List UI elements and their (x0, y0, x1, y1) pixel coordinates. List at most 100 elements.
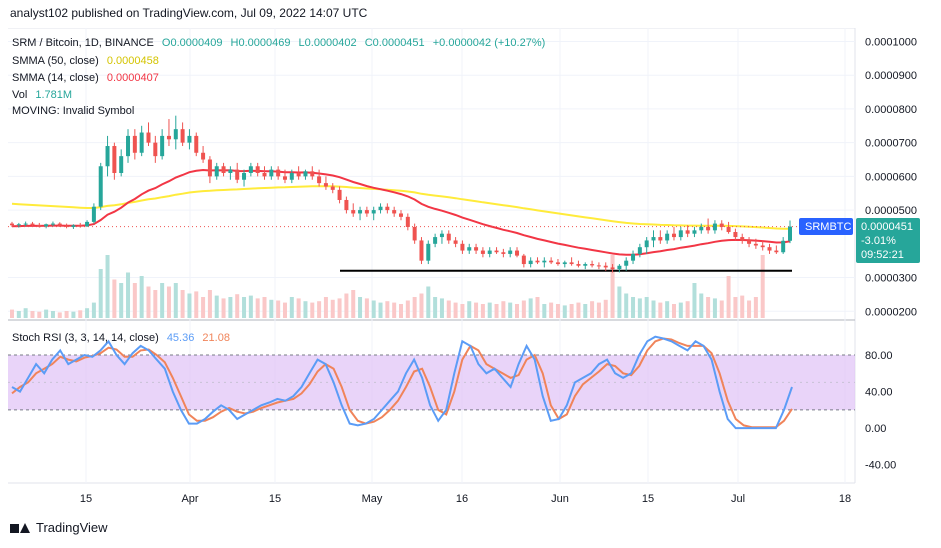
volume-bar (160, 283, 165, 318)
stoch-band (8, 355, 855, 410)
candle-body (596, 265, 601, 267)
volume-bar (282, 302, 287, 318)
candle-body (173, 129, 178, 140)
legend-close: C0.0000451 (365, 37, 425, 49)
volume-bar (399, 304, 403, 318)
candle-body (788, 226, 792, 241)
candle-body (289, 173, 294, 180)
volume-bar (248, 295, 253, 318)
axis-layer: 0.0001000 0.0000900 0.0000800 0.0000700 0.00… (80, 36, 917, 505)
candle-body (706, 226, 711, 231)
volume-bar (23, 308, 28, 318)
candle-body (767, 247, 772, 251)
volume-bar (474, 302, 479, 318)
candle-body (64, 225, 69, 227)
legend-sma14-value: 0.0000407 (107, 72, 159, 84)
smma-50-line (11, 185, 790, 230)
price-axis-label: 0.0000900 (865, 70, 917, 82)
time-axis-label: May (362, 493, 383, 505)
volume-bar (242, 297, 247, 318)
candle-body (71, 225, 76, 227)
volume-bar (194, 291, 199, 318)
volume-bar (658, 302, 663, 318)
candle-body (378, 206, 383, 211)
volume-bar (501, 301, 506, 318)
volume-bar (508, 302, 513, 318)
candle-body (98, 166, 103, 207)
legend-low: L0.0000402 (299, 37, 357, 49)
legend-vol-value: 1.781M (35, 89, 72, 101)
footer-brand-label: TradingView (36, 520, 108, 535)
candle-body (719, 223, 724, 227)
volume-bar (153, 290, 158, 318)
candle-body (542, 260, 547, 263)
candle-body (242, 173, 247, 180)
candle-body (160, 135, 165, 157)
chart-canvas[interactable]: 0.0001000 0.0000900 0.0000800 0.0000700 0.00… (0, 27, 941, 518)
volume-bar (228, 297, 233, 318)
candle-body (699, 226, 704, 231)
legend-open: O0.0000409 (162, 37, 223, 49)
candle-body (119, 156, 124, 173)
volume-bar (405, 300, 410, 318)
smma-14-line (11, 168, 791, 256)
candle-body (692, 230, 697, 234)
candle-body (112, 146, 117, 173)
volume-bar (433, 297, 438, 318)
candle-layer (10, 115, 792, 273)
sma-layer (8, 168, 855, 272)
candle-body (248, 166, 253, 173)
volume-bar (221, 298, 226, 318)
volume-bar (549, 302, 554, 318)
volume-bar (119, 283, 124, 318)
time-axis-label: 18 (839, 493, 851, 505)
volume-bar (624, 293, 629, 318)
candle-body (781, 240, 786, 253)
candle-body (753, 243, 758, 246)
volume-bar (446, 300, 451, 318)
volume-bar (50, 311, 55, 318)
volume-bar (207, 290, 212, 318)
price-tag: SRMBTC 0.0000451 -3.01% 09:52:21 (799, 218, 920, 263)
candle-body (760, 245, 765, 248)
candle-body (433, 237, 438, 244)
volume-bar (685, 301, 690, 318)
time-axis-label: 15 (80, 493, 92, 505)
volume-bar (166, 286, 171, 318)
candle-body (726, 226, 731, 233)
grid-layer (8, 27, 856, 484)
candle-body (671, 233, 676, 238)
legend-change: +0.0000042 (+10.27%) (433, 37, 546, 49)
price-axis-label: 0.0001000 (865, 36, 917, 48)
candle-body (474, 247, 479, 251)
candle-body (30, 223, 35, 225)
candle-body (583, 264, 588, 266)
legend-vol-label: Vol (12, 89, 27, 101)
time-axis-label: Jul (731, 493, 745, 505)
price-tag-change: -3.01% (861, 235, 896, 247)
volume-bar (91, 302, 96, 318)
volume-bar (269, 299, 274, 318)
footer-brand[interactable]: TradingView (10, 520, 108, 535)
volume-bar (85, 308, 90, 318)
candle-body (631, 253, 636, 261)
volume-bar (412, 297, 417, 318)
legend-symbol: SRM / Bitcoin, 1D, BINANCE (12, 37, 154, 49)
candle-body (405, 216, 410, 227)
volume-bar (235, 294, 240, 318)
volume-bar (426, 286, 431, 318)
volume-bar (262, 297, 267, 318)
price-axis-label: 0.0000500 (865, 205, 917, 217)
candle-body (399, 213, 403, 217)
candle-body (296, 173, 301, 177)
candle-body (665, 233, 670, 241)
candle-body (262, 173, 267, 177)
volume-bar (310, 302, 315, 318)
candle-body (678, 230, 683, 238)
legend-sma50-value: 0.0000458 (107, 55, 159, 67)
candle-body (16, 224, 21, 226)
candle-body (740, 237, 745, 241)
legend-symbol-line: SRM / Bitcoin, 1D, BINANCE O0.0000409 H0… (12, 37, 545, 49)
price-tag-symbol: SRMBTC (805, 221, 852, 233)
candle-body (317, 176, 322, 184)
